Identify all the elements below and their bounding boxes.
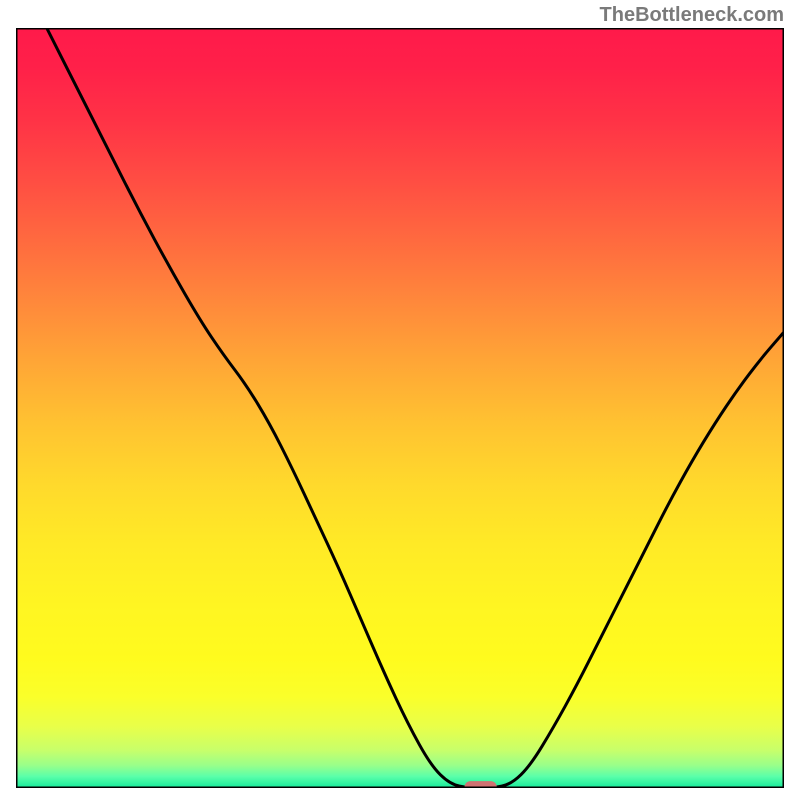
chart-background (16, 28, 784, 788)
bottleneck-chart (16, 28, 784, 788)
watermark-text: TheBottleneck.com (600, 4, 784, 27)
chart-svg (16, 28, 784, 788)
